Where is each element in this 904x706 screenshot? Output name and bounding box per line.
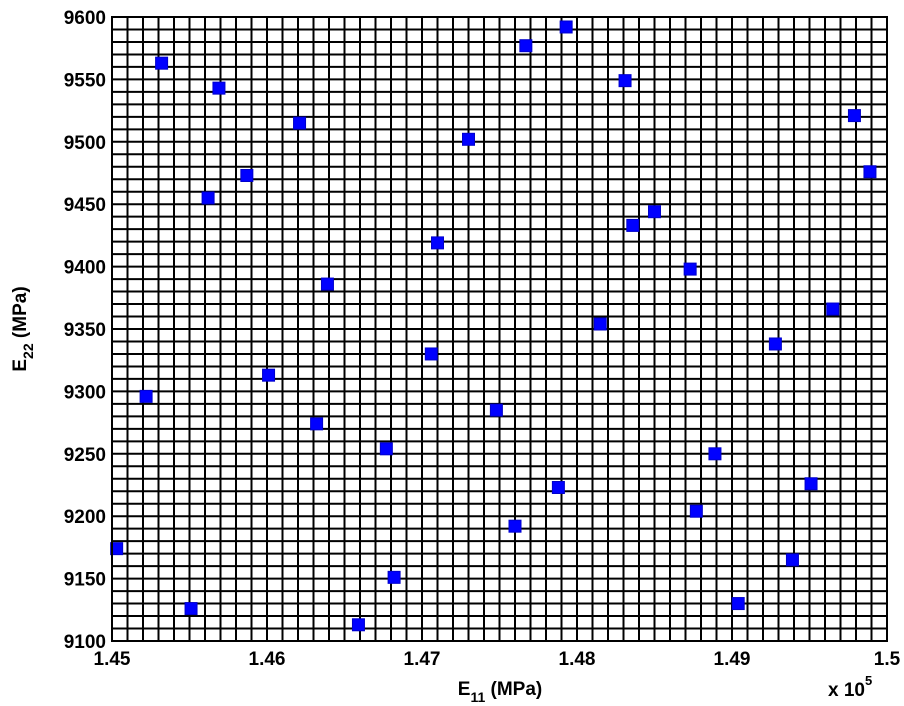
y-axis-label-base: E — [10, 359, 31, 372]
y-tick-label: 9350 — [64, 320, 106, 341]
data-point — [708, 447, 722, 461]
data-point — [155, 56, 169, 70]
data-point — [387, 570, 401, 584]
data-point — [593, 317, 607, 331]
data-point — [626, 218, 640, 232]
y-tick-label: 9100 — [64, 632, 106, 653]
plot-frame — [111, 16, 888, 642]
y-tick-label: 9150 — [64, 570, 106, 591]
data-point — [826, 302, 840, 316]
data-point — [804, 477, 818, 491]
x-axis-multiplier-exponent: 5 — [865, 673, 872, 688]
y-axis-label: E22 (MPa) — [10, 286, 36, 371]
data-point — [310, 417, 324, 431]
data-point — [379, 442, 393, 456]
data-point — [863, 165, 877, 179]
data-point — [240, 168, 254, 182]
x-axis-label: E11 (MPa) — [458, 679, 543, 705]
data-point — [462, 132, 475, 146]
y-tick-label: 9400 — [64, 258, 106, 279]
data-point — [559, 20, 573, 34]
data-point — [351, 618, 365, 632]
data-point — [320, 277, 334, 291]
x-axis-label-base: E — [458, 679, 471, 700]
y-tick-label: 9600 — [64, 8, 106, 29]
data-point — [212, 81, 226, 95]
data-point — [683, 262, 697, 276]
data-point — [139, 389, 153, 403]
data-points — [110, 20, 877, 632]
data-point — [293, 116, 307, 130]
data-point — [489, 403, 503, 417]
y-axis-label-unit: (MPa) — [10, 286, 31, 343]
x-tick-label: 1.47 — [404, 649, 441, 670]
x-tick-label: 1.45 — [94, 649, 131, 670]
data-point — [847, 109, 861, 123]
data-point — [785, 553, 799, 567]
x-tick-labels: 1.45 1.46 1.47 1.48 1.49 1.5 — [94, 649, 901, 670]
data-point — [768, 337, 782, 351]
data-point — [648, 205, 661, 219]
y-tick-label: 9550 — [64, 70, 106, 91]
y-tick-label: 9250 — [64, 445, 106, 466]
data-point — [508, 519, 522, 533]
data-point — [519, 39, 533, 53]
y-tick-label: 9300 — [64, 382, 106, 403]
x-axis-label-unit: (MPa) — [485, 679, 542, 700]
y-tick-label: 9200 — [64, 507, 106, 528]
data-point — [424, 347, 438, 361]
data-point — [184, 602, 198, 616]
y-tick-label: 9450 — [64, 195, 106, 216]
y-tick-label: 9500 — [64, 133, 106, 154]
x-axis-label-subscript: 11 — [470, 689, 485, 705]
data-point — [731, 597, 745, 611]
x-tick-label: 1.5 — [874, 649, 901, 670]
data-point — [551, 480, 565, 494]
y-tick-labels: 9100 9150 9200 9250 9300 9350 9400 9450 9500 9550… — [64, 8, 106, 653]
data-point — [431, 236, 444, 250]
x-axis-multiplier-prefix: x 10 — [828, 680, 865, 701]
x-tick-label: 1.49 — [714, 649, 751, 670]
y-axis-label-subscript: 22 — [20, 343, 36, 359]
data-point — [110, 542, 124, 556]
data-point — [201, 191, 215, 205]
x-tick-label: 1.46 — [249, 649, 286, 670]
x-axis-multiplier: x 105 — [828, 673, 872, 701]
data-point — [262, 368, 276, 382]
data-point — [689, 504, 703, 518]
data-point — [618, 74, 632, 88]
x-tick-label: 1.48 — [559, 649, 596, 670]
